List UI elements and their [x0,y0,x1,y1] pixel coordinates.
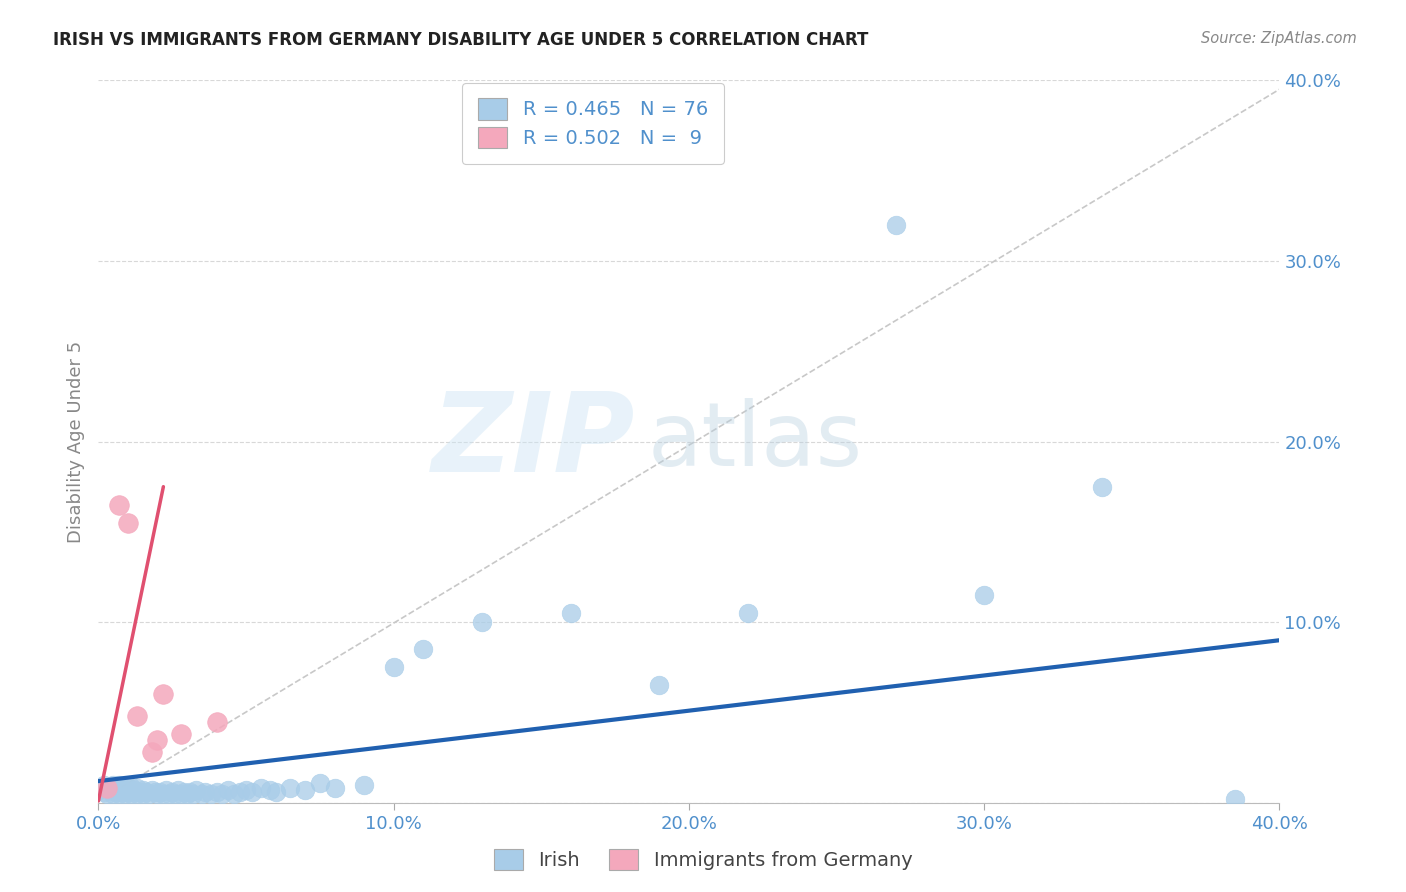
Point [155,783,177,797]
Point [90,781,112,796]
Point [1091,480,1114,494]
Point [170,787,193,801]
Point [152,787,174,801]
Point [132,783,155,797]
Point [141,745,163,759]
Point [165,787,187,801]
Point [125,787,148,801]
Point [382,660,405,674]
Point [229,785,252,799]
Point [120,780,142,794]
Point [191,787,214,801]
Point [294,783,316,797]
Point [117,781,139,796]
Point [280,781,302,796]
Point [884,218,907,232]
Point [973,588,995,602]
Text: IRISH VS IMMIGRANTS FROM GERMANY DISABILITY AGE UNDER 5 CORRELATION CHART: IRISH VS IMMIGRANTS FROM GERMANY DISABIL… [53,31,869,49]
Point [200,787,222,801]
Point [176,787,198,801]
Point [179,785,201,799]
Point [1225,792,1247,806]
Point [205,714,228,729]
Point [323,781,346,796]
Point [217,783,239,797]
Point [264,785,287,799]
Point [117,516,139,530]
Point [108,498,131,512]
Point [235,783,257,797]
Point [108,787,131,801]
Point [224,787,246,801]
Point [250,781,273,796]
Point [117,785,139,799]
Point [98,783,121,797]
Point [125,781,148,796]
Point [96,787,118,801]
Point [181,787,204,801]
Point [108,783,131,797]
Point [146,787,169,801]
Point [103,783,125,797]
Point [135,785,157,799]
Legend: Irish, Immigrants from Germany: Irish, Immigrants from Germany [485,841,921,878]
Point [309,776,332,790]
Point [412,642,434,657]
Point [259,783,281,797]
Point [138,787,160,801]
Point [98,780,121,794]
Legend: R = 0.465   N = 76, R = 0.502   N =  9: R = 0.465 N = 76, R = 0.502 N = 9 [463,83,724,164]
Point [353,778,375,792]
Point [167,783,190,797]
Point [105,785,128,799]
Point [205,785,228,799]
Point [152,687,174,701]
Point [103,787,125,801]
Text: Source: ZipAtlas.com: Source: ZipAtlas.com [1201,31,1357,46]
Point [141,783,163,797]
Point [211,787,233,801]
Point [93,785,115,799]
Point [240,785,263,799]
Point [125,709,148,723]
Point [96,781,118,796]
Point [132,787,155,801]
Text: atlas: atlas [648,398,863,485]
Point [122,785,145,799]
Point [184,783,207,797]
Point [105,780,128,794]
Point [111,781,134,796]
Text: ZIP: ZIP [432,388,636,495]
Point [648,678,671,692]
Point [93,778,115,792]
Point [157,787,180,801]
Point [103,778,125,792]
Point [162,785,183,799]
Point [146,732,169,747]
Point [96,781,118,796]
Point [560,606,582,620]
Point [108,778,131,792]
Point [143,785,166,799]
Point [122,783,145,797]
Point [173,785,195,799]
Y-axis label: Disability Age Under 5: Disability Age Under 5 [66,341,84,542]
Point [120,787,142,801]
Point [111,785,134,799]
Point [737,606,759,620]
Point [149,785,172,799]
Point [114,787,136,801]
Point [471,615,494,630]
Point [170,727,193,741]
Point [128,785,150,799]
Point [114,783,136,797]
Point [194,785,217,799]
